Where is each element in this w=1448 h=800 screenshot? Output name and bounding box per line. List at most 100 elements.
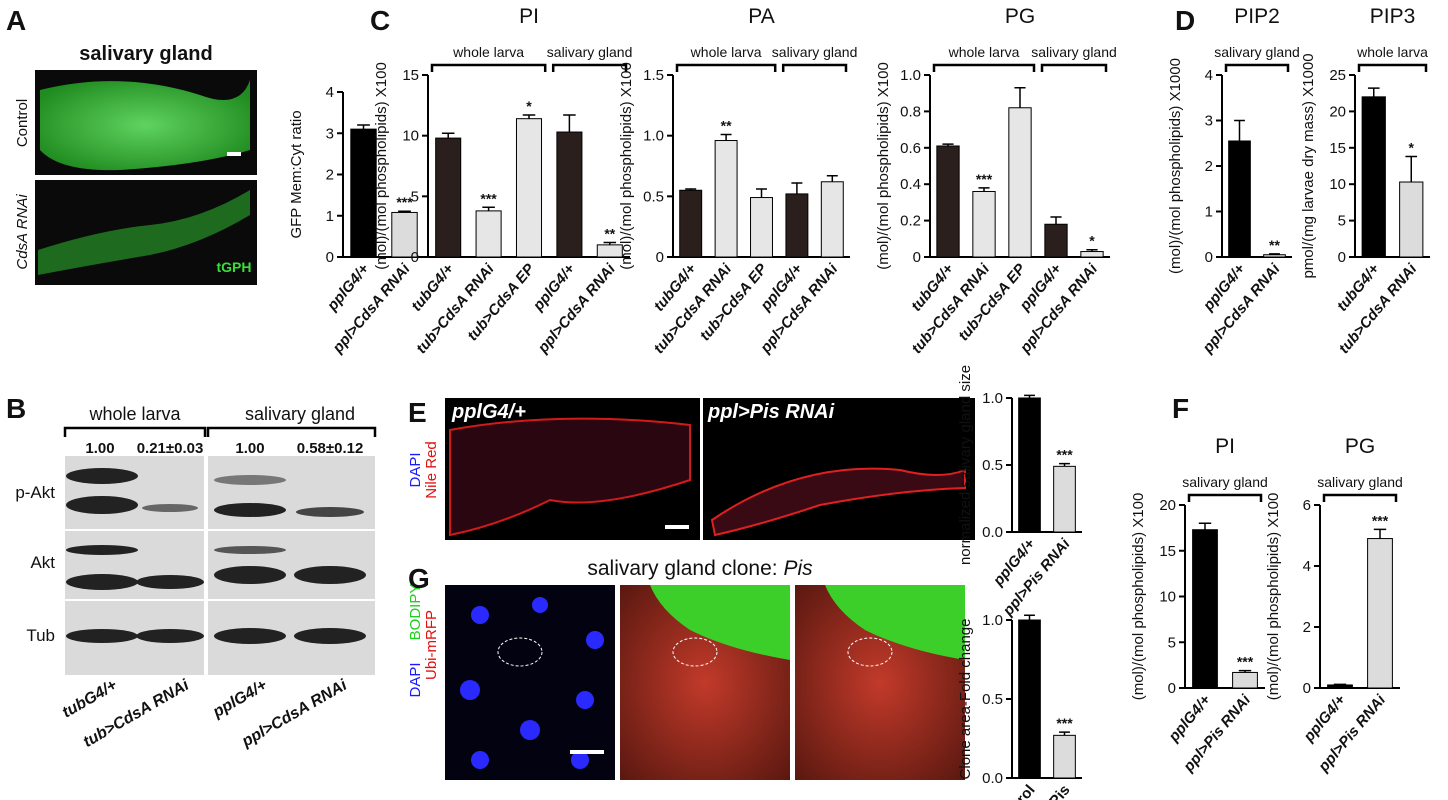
group-label: whole larva xyxy=(690,44,762,60)
group-label: salivary gland xyxy=(1214,44,1300,60)
y-tick-label: 0 xyxy=(913,249,921,266)
row-label: CdsA RNAi xyxy=(14,194,31,270)
nuclei xyxy=(460,597,604,769)
quant-label: 1.00 xyxy=(85,440,114,457)
error-bar xyxy=(942,143,954,146)
y-tick-label: 0.4 xyxy=(900,176,921,193)
y-tick-label: 15 xyxy=(1159,543,1176,560)
error-bar xyxy=(1373,528,1387,539)
divider xyxy=(204,456,208,675)
error-bar xyxy=(1024,614,1035,620)
y-tick-label: 2 xyxy=(326,167,334,184)
y-tick-label: 2 xyxy=(1303,619,1311,636)
y-tick-label: 0 xyxy=(1338,249,1346,266)
bar xyxy=(515,118,543,258)
error-bar xyxy=(357,124,370,130)
error-bar xyxy=(978,187,990,192)
x-tick-label: Pis xyxy=(1046,782,1073,800)
y-tick-label: 0 xyxy=(1168,680,1176,697)
bar xyxy=(679,189,703,258)
bar xyxy=(1263,254,1286,258)
error-bar xyxy=(1198,522,1212,530)
bar xyxy=(936,145,960,258)
stain-label: Nile Red xyxy=(423,441,440,499)
stain-label: BODIPY xyxy=(407,584,424,641)
y-axis-label: pmol/(mg larvae dry mass) X1000 xyxy=(1300,53,1317,278)
error-bar xyxy=(1405,155,1418,183)
y-tick-label: 5 xyxy=(411,188,419,205)
group-label: salivary gland xyxy=(1317,474,1403,490)
chart-title: PA xyxy=(748,5,774,28)
significance: *** xyxy=(976,171,993,187)
stain-label: DAPI xyxy=(407,662,424,697)
error-bar xyxy=(1234,119,1245,141)
y-tick-label: 5 xyxy=(1168,634,1176,651)
error-bar xyxy=(522,114,536,119)
y-tick-label: 0.8 xyxy=(900,103,921,120)
error-bar xyxy=(563,114,576,133)
error-bar xyxy=(1014,86,1026,108)
row-label: Akt xyxy=(30,553,55,572)
y-tick-label: 1.0 xyxy=(643,128,664,145)
bar xyxy=(1228,140,1251,258)
significance: ** xyxy=(604,225,615,241)
row-label: Control xyxy=(14,99,31,147)
x-tick-label: ppl>CdsA RNAi xyxy=(329,260,414,357)
y-tick-label: 1.5 xyxy=(643,67,664,84)
chart-title: PI xyxy=(519,5,539,28)
error-bar xyxy=(791,182,803,194)
significance: *** xyxy=(480,190,497,206)
gene-name: Pis xyxy=(783,557,813,580)
bar xyxy=(972,190,996,258)
significance: ** xyxy=(721,117,732,133)
y-tick-label: 3 xyxy=(1205,113,1213,130)
y-tick-label: 0 xyxy=(326,249,334,266)
panel-letter: B xyxy=(6,393,26,424)
error-bar xyxy=(826,174,838,182)
significance: * xyxy=(1089,233,1095,249)
chart-title: PG xyxy=(1345,435,1375,458)
lane-label: tubG4/+ xyxy=(60,677,120,722)
chart-title: PI xyxy=(1215,435,1235,458)
group-label: whole larva xyxy=(1356,44,1428,60)
bands xyxy=(66,468,366,644)
panel-letter: D xyxy=(1175,5,1195,36)
y-tick-label: 1.0 xyxy=(900,67,921,84)
error-bar xyxy=(1086,248,1098,252)
group-bracket xyxy=(1040,63,1108,72)
stain-label: DAPI xyxy=(407,452,424,487)
y-tick-label: 1.0 xyxy=(982,612,1003,629)
lane-label: pplG4/+ xyxy=(209,677,270,722)
error-bar xyxy=(1238,669,1252,673)
error-bar xyxy=(1059,462,1070,467)
significance: *** xyxy=(1056,447,1073,463)
bar xyxy=(1232,671,1258,689)
y-axis-label: (mol)/(mol phospholipids) X100 xyxy=(373,62,390,270)
bar xyxy=(714,140,738,258)
y-tick-label: 6 xyxy=(1303,497,1311,514)
bar xyxy=(1018,619,1041,779)
panel-title: salivary gland xyxy=(79,43,212,65)
group-bracket xyxy=(932,63,1036,72)
significance: * xyxy=(1409,140,1415,156)
y-tick-label: 15 xyxy=(402,67,419,84)
clone-outline xyxy=(497,637,893,667)
group-label: salivary gland xyxy=(1182,474,1268,490)
scale-bar xyxy=(570,750,604,754)
quant-label: 0.21±0.03 xyxy=(137,440,204,457)
bar xyxy=(785,193,809,258)
panel-title: salivary gland clone: Pis xyxy=(587,557,813,580)
gland-image xyxy=(40,80,250,171)
lipid-droplets xyxy=(650,585,790,660)
group-label: whole larva xyxy=(452,44,524,60)
error-bar xyxy=(1269,253,1280,255)
significance: *** xyxy=(1372,512,1389,528)
y-tick-label: 5 xyxy=(1338,213,1346,230)
bar xyxy=(435,137,462,258)
bar xyxy=(1361,96,1386,258)
image-label: pplG4/+ xyxy=(451,401,526,423)
y-tick-label: 20 xyxy=(1159,497,1176,514)
bracket xyxy=(63,426,377,437)
group-label: salivary gland xyxy=(245,404,355,424)
